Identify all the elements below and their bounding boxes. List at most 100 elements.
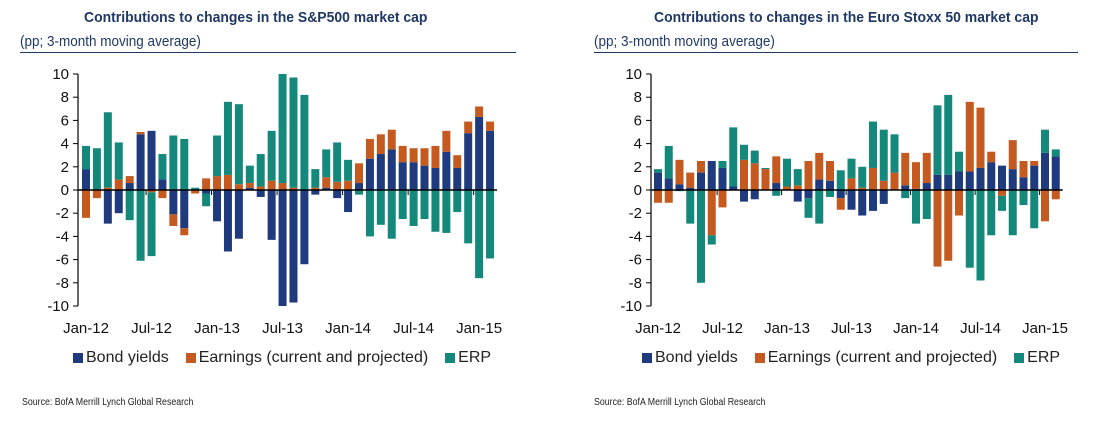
bar-earnings-Aug-12 — [158, 190, 167, 199]
bar-erp-Nov-13 — [890, 134, 899, 173]
x-tick-label: Jul-13 — [831, 320, 872, 337]
bar-earnings-Jan-13 — [783, 186, 791, 190]
bar-earnings-Sep-14 — [431, 145, 440, 168]
bar-earnings-Oct-14 — [1008, 140, 1017, 170]
bar-earnings-Aug-13 — [289, 187, 298, 190]
bar-earnings-Jan-15 — [475, 106, 484, 117]
bar-erp-Feb-14 — [922, 190, 931, 219]
bar-erp-Jul-14 — [409, 190, 418, 226]
bar-erp-Apr-14 — [376, 190, 385, 225]
bar-earnings-Nov-12 — [761, 169, 770, 190]
bar-erp-Aug-13 — [289, 77, 298, 188]
bar-earnings-Feb-12 — [664, 190, 673, 203]
y-tick-label: -6 — [56, 252, 69, 269]
bar-erp-Apr-13 — [245, 165, 254, 184]
legend-swatch-earnings — [185, 353, 196, 363]
bar-erp-Feb-14 — [355, 190, 363, 195]
y-tick-label: 10 — [52, 66, 69, 83]
bar-bond-yields-May-12 — [697, 172, 705, 190]
bar-erp-Sep-13 — [869, 121, 877, 168]
bar-earnings-Dec-12 — [772, 156, 781, 184]
bar-earnings-Feb-15 — [486, 121, 495, 131]
bar-earnings-May-14 — [387, 129, 396, 150]
bar-erp-Jul-14 — [976, 190, 985, 281]
bar-bond-yields-Jul-14 — [976, 167, 985, 190]
bar-earnings-Oct-14 — [442, 130, 451, 152]
x-tick-label: Jul-12 — [702, 320, 743, 337]
bar-bond-yields-Dec-13 — [901, 185, 910, 190]
x-tick-label: Jan-14 — [325, 320, 371, 337]
bar-earnings-Mar-12 — [675, 159, 684, 185]
bar-erp-Feb-12 — [664, 145, 673, 179]
legend-swatch-erp — [445, 353, 456, 363]
y-tick-label: 4 — [61, 136, 69, 153]
bar-erp-Dec-13 — [333, 142, 342, 182]
x-tick-label: Jan-12 — [63, 320, 109, 337]
bar-erp-Jun-14 — [398, 190, 407, 219]
bar-erp-Jan-13 — [783, 158, 791, 187]
bar-erp-Jan-14 — [344, 159, 353, 181]
bar-earnings-Nov-14 — [453, 155, 462, 168]
sp500-plot: 10 8 6 4 2 0 -2 -4 -6 -8 -10 Jan-12 Jul-12 Jan-13 Jul-… — [47, 66, 502, 337]
bar-erp-Oct-13 — [311, 169, 320, 188]
y-tick-label: -8 — [629, 275, 642, 292]
bar-earnings-Jun-13 — [267, 180, 276, 190]
bar-bond-yields-Feb-12 — [664, 178, 673, 190]
legend-swatch-bond-yields — [642, 353, 652, 363]
bar-bond-yields-Jul-12 — [718, 167, 727, 190]
bar-earnings-Dec-12 — [202, 178, 211, 190]
bar-bond-yields-Mar-14 — [933, 174, 942, 190]
bar-earnings-Jun-12 — [707, 190, 716, 236]
bar-bond-yields-Feb-14 — [922, 183, 931, 190]
bar-erp-Jul-12 — [147, 192, 156, 257]
legend-label: Bond yields — [86, 349, 169, 366]
bar-erp-Aug-12 — [158, 154, 167, 180]
bar-erp-Mar-12 — [103, 112, 112, 188]
bar-bond-yields-Jun-12 — [136, 134, 145, 190]
bar-bond-yields-Nov-13 — [322, 187, 331, 190]
bar-erp-Dec-12 — [202, 193, 211, 207]
bar-bond-yields-Jun-13 — [836, 190, 845, 199]
bar-earnings-Jan-14 — [344, 180, 353, 190]
bar-earnings-Aug-14 — [987, 151, 996, 163]
y-tick-label: -10 — [47, 298, 69, 315]
bar-earnings-Mar-14 — [365, 138, 374, 159]
bar-earnings-Dec-14 — [464, 121, 473, 134]
bar-bond-yields-Jan-13 — [213, 190, 222, 222]
bar-bond-yields-Jul-13 — [847, 190, 856, 210]
bar-earnings-Sep-12 — [169, 214, 178, 226]
bar-earnings-Jul-14 — [976, 107, 985, 168]
bar-erp-Jun-14 — [965, 190, 974, 268]
bar-bond-yields-Feb-15 — [1051, 156, 1060, 190]
bar-erp-Jan-13 — [213, 135, 222, 177]
y-tick-label: -6 — [629, 252, 642, 269]
y-tick-label: 0 — [634, 182, 642, 199]
bar-bond-yields-Sep-14 — [431, 167, 440, 190]
source-note: Source: BofA Merrill Lynch Global Resear… — [594, 397, 766, 408]
bar-bond-yields-Mar-12 — [675, 184, 684, 190]
bar-erp-May-12 — [697, 190, 705, 283]
bar-bond-yields-Oct-14 — [1008, 169, 1017, 190]
bar-erp-Feb-12 — [92, 148, 101, 190]
y-tick-label: 2 — [61, 159, 69, 176]
bar-earnings-Nov-14 — [1019, 161, 1028, 178]
bar-erp-Jan-15 — [475, 190, 484, 279]
bar-bond-yields-Oct-14 — [442, 151, 451, 190]
bar-earnings-Nov-13 — [890, 172, 899, 190]
x-tick-label: Jan-15 — [456, 320, 502, 337]
legend: Bond yields Earnings (current and projec… — [642, 349, 1077, 367]
chart-title: Contributions to changes in the S&P500 m… — [84, 9, 428, 26]
bar-erp-Dec-13 — [901, 190, 910, 199]
bar-erp-Sep-13 — [300, 94, 309, 190]
bar-bond-yields-Sep-12 — [169, 190, 178, 215]
bar-earnings-Apr-12 — [686, 172, 695, 188]
bar-bond-yields-Dec-12 — [772, 183, 781, 190]
bar-earnings-Jan-12 — [654, 190, 662, 203]
bar-erp-Nov-12 — [191, 187, 200, 190]
bar-bond-yields-Sep-14 — [998, 165, 1006, 190]
legend-label: ERP — [458, 349, 492, 366]
bar-earnings-Jan-15 — [1041, 190, 1049, 222]
bar-earnings-Feb-13 — [793, 185, 802, 190]
x-tick-label: Jul-12 — [131, 320, 172, 337]
bar-earnings-Mar-13 — [234, 184, 243, 190]
